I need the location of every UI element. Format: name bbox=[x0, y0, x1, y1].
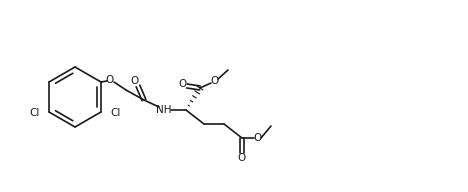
Text: Cl: Cl bbox=[29, 108, 40, 118]
Text: NH: NH bbox=[156, 105, 172, 115]
Text: O: O bbox=[238, 153, 246, 163]
Text: O: O bbox=[179, 79, 187, 89]
Text: O: O bbox=[131, 76, 139, 86]
Text: O: O bbox=[106, 75, 114, 85]
Text: O: O bbox=[254, 133, 262, 143]
Text: Cl: Cl bbox=[110, 108, 120, 118]
Text: O: O bbox=[211, 76, 219, 86]
